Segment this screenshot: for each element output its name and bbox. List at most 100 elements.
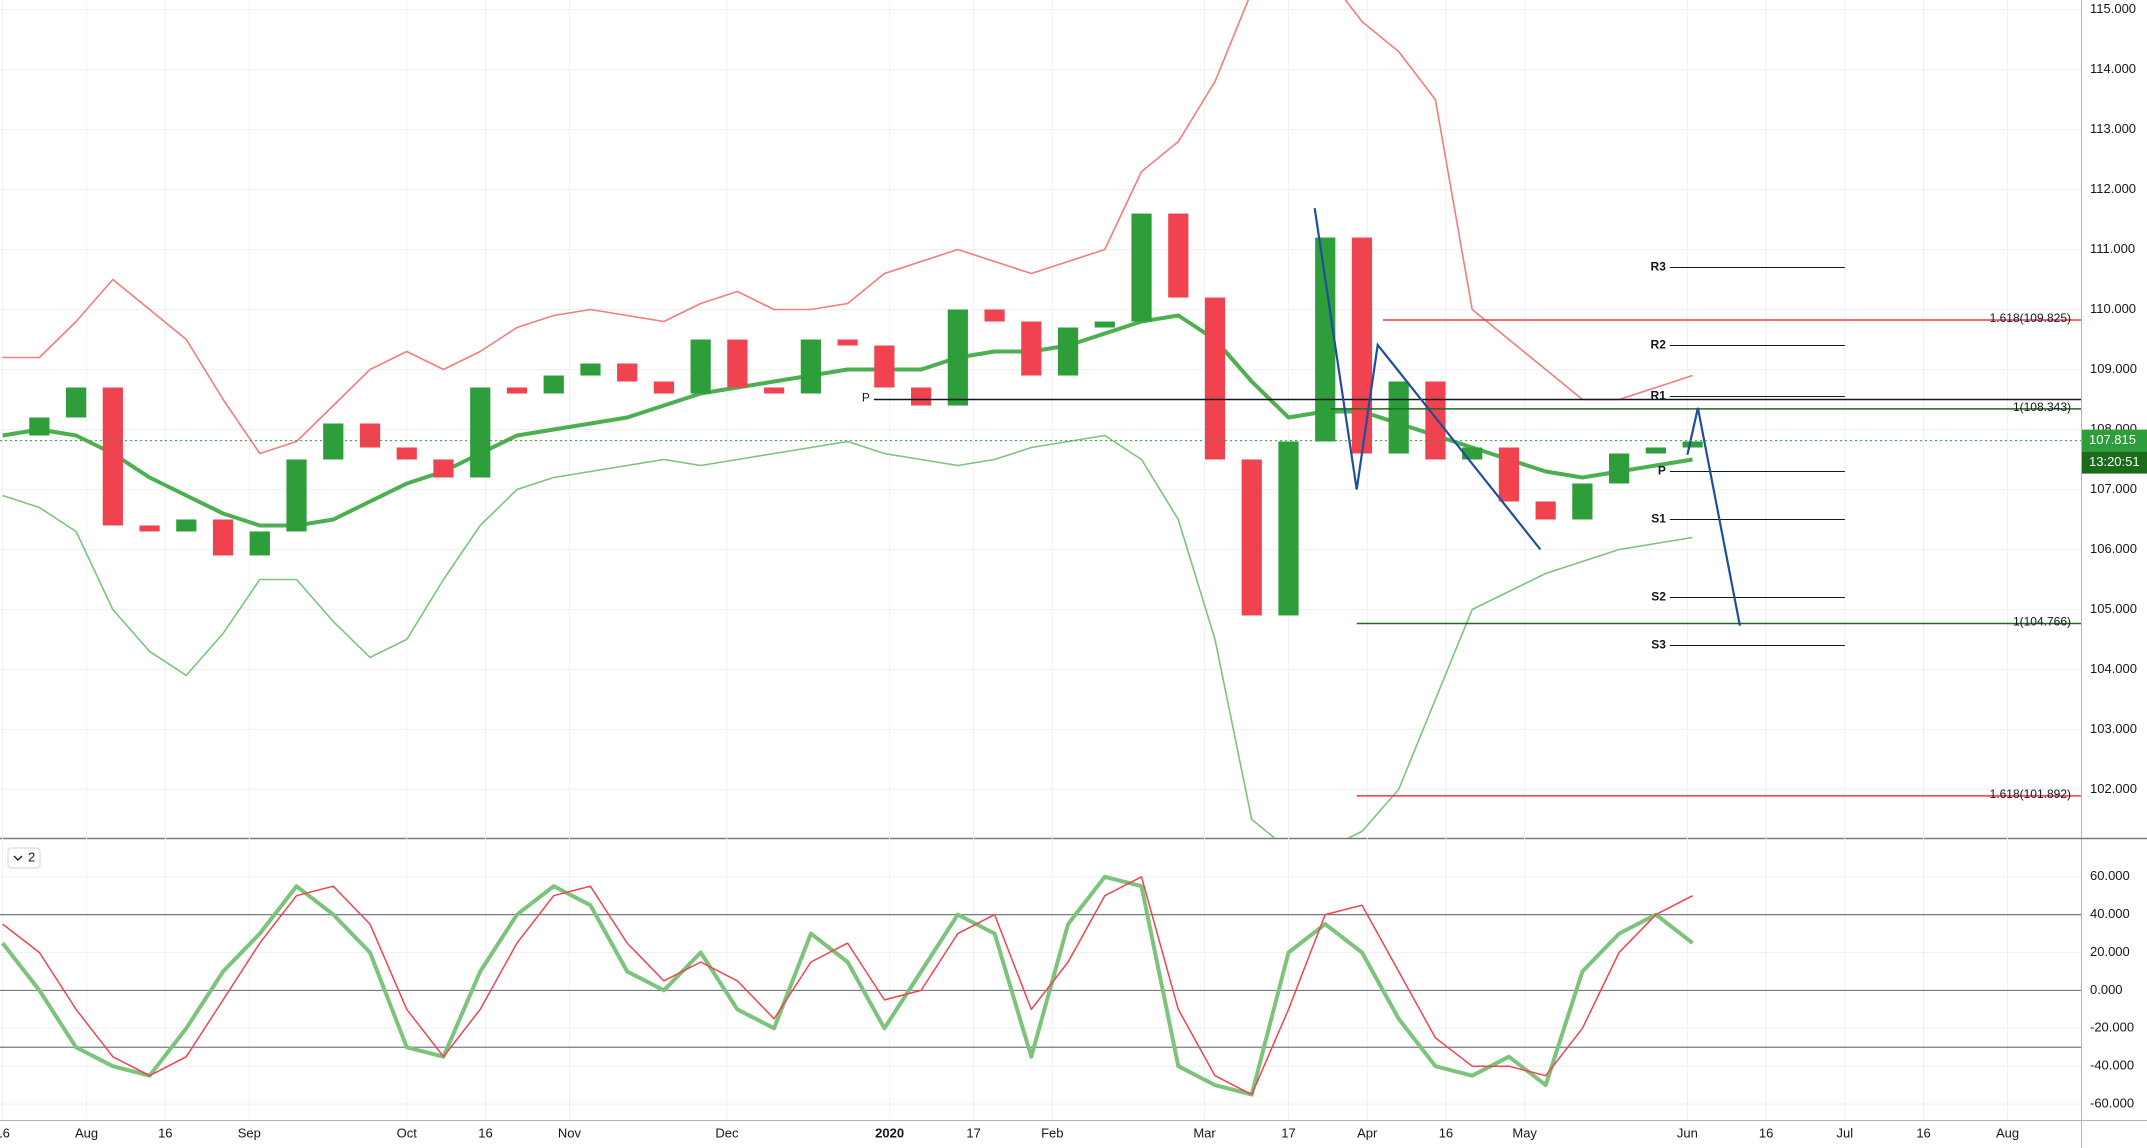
x-tick-label: 16 xyxy=(0,1125,10,1140)
x-tick-label: Apr xyxy=(1357,1125,1378,1140)
grid-layer xyxy=(0,0,2081,1120)
y-tick-label: 115.000 xyxy=(2090,1,2136,16)
timer-label: 13:20:51 xyxy=(2089,454,2140,469)
candle xyxy=(1204,297,1226,460)
x-tick-label: Jul xyxy=(1837,1125,1854,1140)
x-tick-label: 16 xyxy=(1759,1125,1773,1140)
pivot-label: S1 xyxy=(1651,512,1666,526)
x-tick-label: May xyxy=(1512,1125,1537,1140)
x-tick-label: 16 xyxy=(478,1125,492,1140)
y-tick-label: 102.000 xyxy=(2090,781,2137,796)
x-tick-label: Dec xyxy=(715,1125,739,1140)
candle xyxy=(653,381,675,394)
level-label: 1.618(101.892) xyxy=(1990,787,2071,801)
candle xyxy=(1498,447,1520,502)
x-tick-label: 17 xyxy=(1281,1125,1295,1140)
y-tick-label: 105.000 xyxy=(2090,601,2137,616)
candle xyxy=(1168,213,1189,298)
candle xyxy=(1094,321,1115,328)
x-tick-label: Mar xyxy=(1193,1125,1216,1140)
y-tick-label: -40.000 xyxy=(2090,1058,2134,1073)
candle xyxy=(1057,327,1079,376)
candle xyxy=(837,339,858,346)
level-label: 1(108.343) xyxy=(2013,400,2071,414)
candle xyxy=(470,387,491,478)
candle xyxy=(1609,453,1630,484)
level-label: 1(104.766) xyxy=(2013,615,2071,629)
pattern-line xyxy=(1313,208,1741,626)
candle xyxy=(1388,381,1409,454)
pivot-label: R2 xyxy=(1651,338,1667,352)
x-tick-label: 16 xyxy=(158,1125,172,1140)
candle xyxy=(1241,459,1262,616)
candle xyxy=(1278,441,1299,616)
indicator-line xyxy=(2,0,1693,455)
candle xyxy=(800,339,821,394)
y-tick-label: 60.000 xyxy=(2090,868,2130,883)
x-tick-label: Feb xyxy=(1041,1125,1063,1140)
y-tick-label: 112.000 xyxy=(2090,181,2136,196)
candle xyxy=(764,387,785,394)
candle xyxy=(286,459,307,532)
candle xyxy=(984,309,1005,322)
candle xyxy=(1572,483,1593,520)
y-tick-label: 106.000 xyxy=(2090,541,2137,556)
x-tick-label: Nov xyxy=(558,1125,582,1140)
oscillator-line xyxy=(2,876,1693,1096)
indicator-line xyxy=(2,434,1693,838)
candle xyxy=(947,309,968,406)
price-box xyxy=(2082,429,2147,452)
x-tick-label: 2020 xyxy=(875,1125,904,1140)
x-tick-label: Aug xyxy=(1996,1125,2019,1140)
level-label: P xyxy=(862,391,870,405)
candle xyxy=(1351,237,1373,454)
legend-chevron xyxy=(13,855,23,861)
candle xyxy=(1462,447,1483,460)
candle xyxy=(176,519,197,532)
candle xyxy=(359,423,381,448)
level-label: 1.618(109.825) xyxy=(1990,311,2071,325)
candle xyxy=(396,447,417,460)
oscillator-panel xyxy=(0,874,2081,1097)
candle xyxy=(102,387,123,526)
candle xyxy=(580,363,601,376)
candle xyxy=(1682,441,1703,448)
x-tick-label: 16 xyxy=(1916,1125,1930,1140)
candle xyxy=(323,423,344,460)
y-tick-label: -20.000 xyxy=(2090,1020,2134,1035)
y-tick-label: 107.000 xyxy=(2090,481,2137,496)
x-tick-label: Jun xyxy=(1677,1125,1698,1140)
legend-label: 2 xyxy=(28,849,35,864)
pivot-label: R1 xyxy=(1651,389,1667,403)
candle xyxy=(1645,447,1666,454)
candle xyxy=(65,387,87,418)
candle xyxy=(690,339,711,394)
y-tick-label: 110.000 xyxy=(2090,301,2136,316)
x-tick-label: 16 xyxy=(1439,1125,1453,1140)
candle xyxy=(1131,213,1152,322)
x-tick-label: Sep xyxy=(238,1125,261,1140)
y-tick-label: 20.000 xyxy=(2090,944,2130,959)
pivot-label: S2 xyxy=(1651,590,1666,604)
oscillator-line xyxy=(1,874,1694,1097)
candle xyxy=(1535,501,1556,520)
candle xyxy=(1315,237,1336,442)
x-tick-label: Oct xyxy=(397,1125,418,1140)
candle xyxy=(617,363,638,382)
candle xyxy=(212,519,234,556)
pivot-label: R3 xyxy=(1651,260,1667,274)
candle xyxy=(139,525,160,532)
candle xyxy=(1425,381,1446,460)
x-tick-label: Aug xyxy=(75,1125,98,1140)
indicator-line xyxy=(2,313,1693,528)
y-tick-label: 111.000 xyxy=(2090,241,2135,256)
y-tick-label: 114.000 xyxy=(2090,61,2136,76)
timer-box xyxy=(2082,451,2147,474)
y-tick-label: 104.000 xyxy=(2090,661,2137,676)
candle xyxy=(874,345,895,388)
y-tick-label: 40.000 xyxy=(2090,906,2130,921)
candle xyxy=(29,417,50,436)
